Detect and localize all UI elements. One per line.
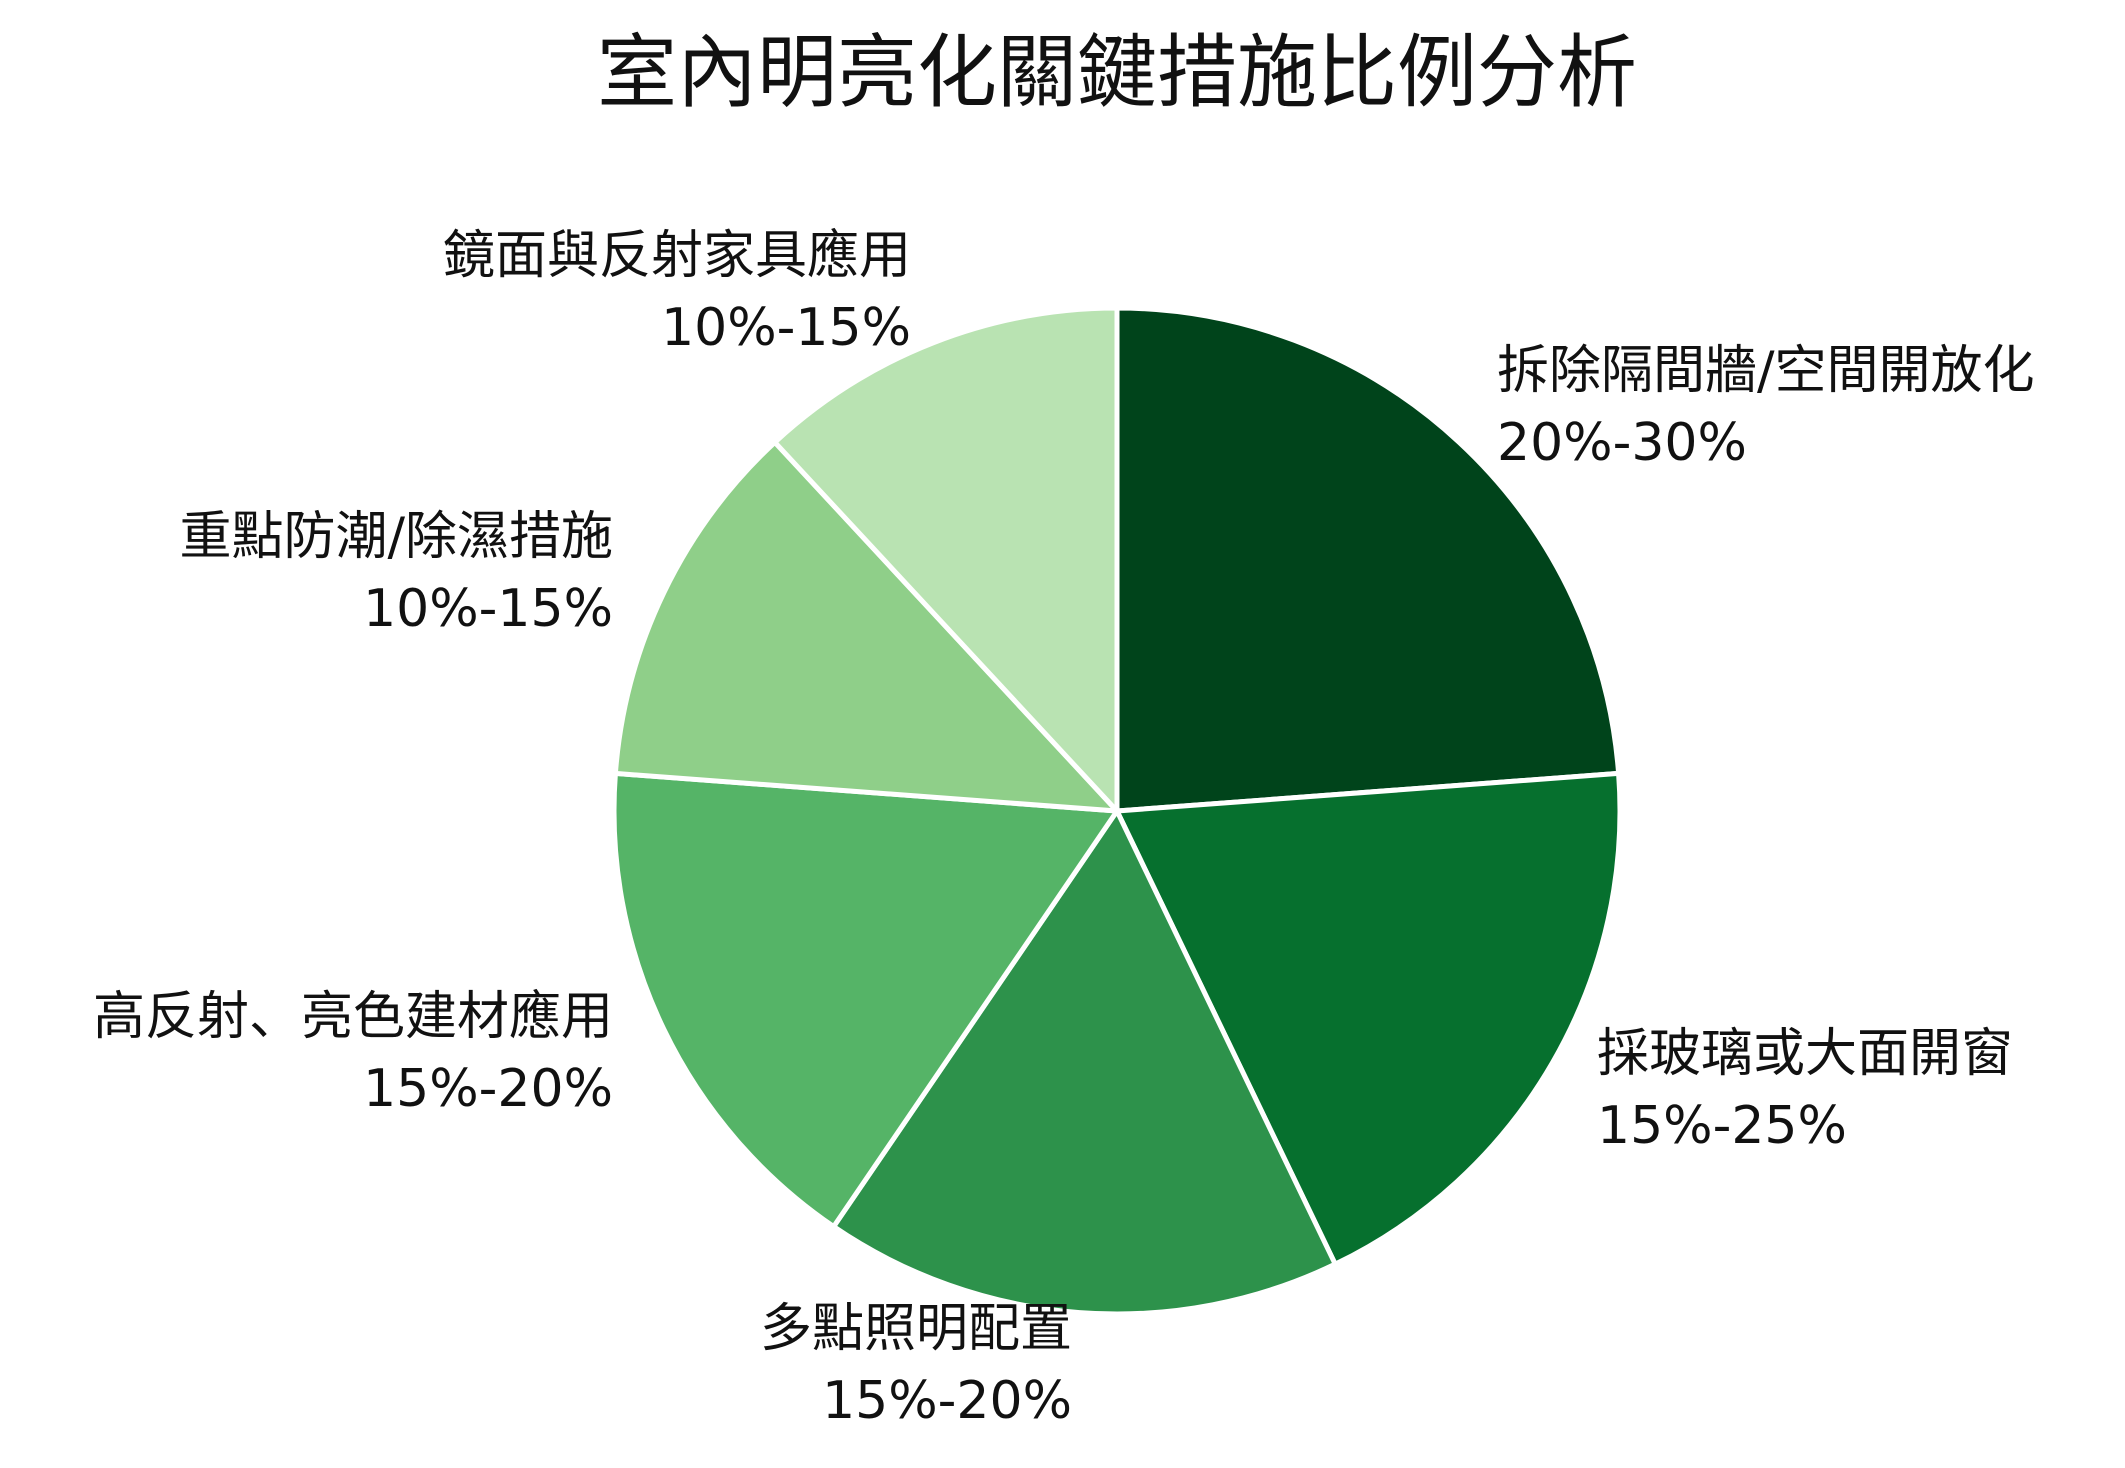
pie-slice	[1114, 305, 1622, 814]
chart-title: 室內明亮化關鍵措施比例分析	[597, 26, 1637, 119]
slice-label: 鏡面與反射家具應用	[443, 226, 911, 286]
pie-slice	[1114, 770, 1623, 1267]
pie-slice	[612, 439, 1120, 814]
pie-slice	[772, 305, 1120, 814]
slice-range-label: 15%-25%	[1597, 1096, 1847, 1156]
slice-label: 高反射、亮色建材應用	[93, 987, 613, 1047]
slice-range-label: 10%-15%	[363, 579, 613, 639]
slice-range-label: 10%-15%	[661, 298, 911, 358]
slice-label: 多點照明配置	[760, 1299, 1072, 1359]
slice-label: 拆除隔間牆/空間開放化	[1497, 341, 2035, 401]
slice-label: 採玻璃或大面開窗	[1597, 1024, 2013, 1084]
slice-label: 重點防潮/除濕措施	[179, 507, 613, 567]
slice-range-label: 15%-20%	[822, 1371, 1072, 1431]
slice-labels: 拆除隔間牆/空間開放化 20%-30% 採玻璃或大面開窗 15%-25% 多點照明配置 1…	[93, 226, 2035, 1431]
pie-slice	[831, 808, 1338, 1317]
pie-slices	[611, 305, 1623, 1317]
slice-range-label: 20%-30%	[1497, 413, 1747, 473]
pie-slice	[611, 770, 1120, 1230]
slice-range-label: 15%-20%	[363, 1059, 613, 1119]
